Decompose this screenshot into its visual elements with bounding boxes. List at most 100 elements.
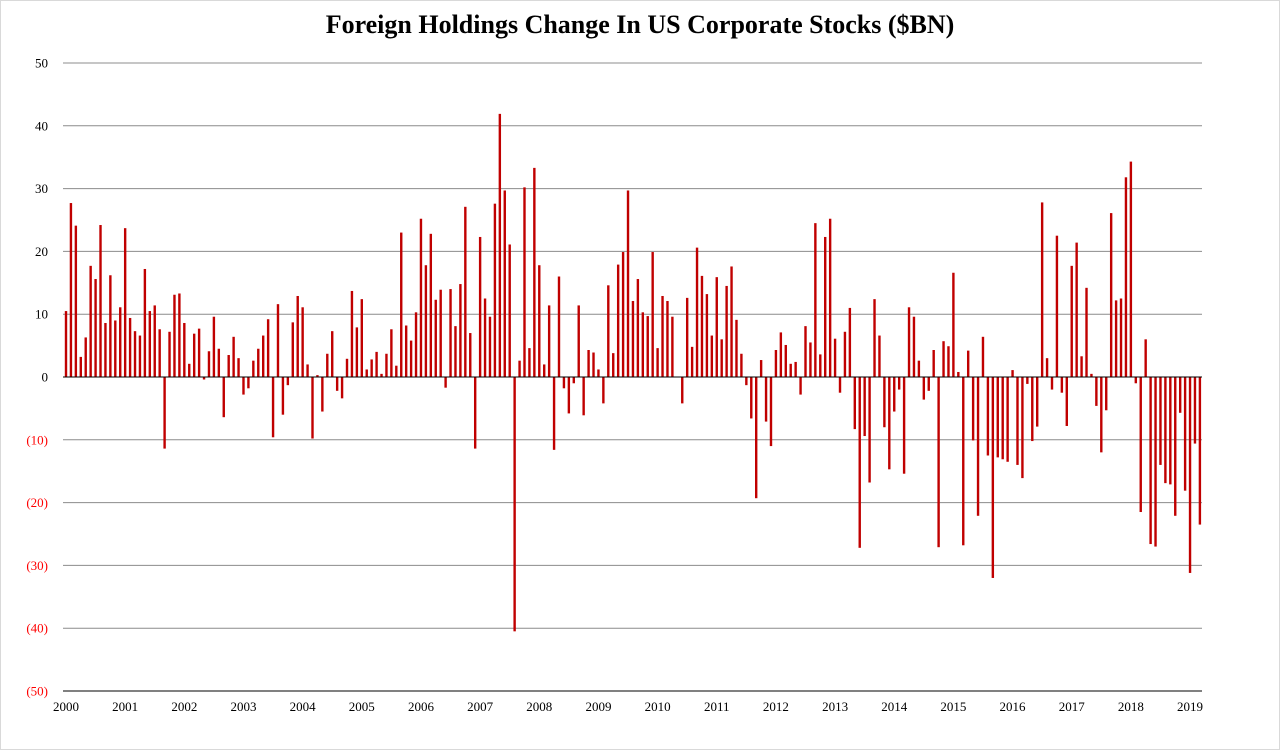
bar (296, 295, 299, 377)
bar (469, 333, 472, 377)
bar (779, 332, 783, 377)
bar (1129, 161, 1133, 377)
bar (1031, 377, 1034, 442)
bar (824, 236, 827, 377)
bar (616, 264, 620, 377)
y-tick-label: (50) (26, 684, 48, 699)
bar (395, 365, 398, 377)
bar (188, 363, 191, 377)
bar (153, 305, 156, 377)
bar (355, 327, 359, 377)
bar (917, 360, 921, 377)
bar (991, 377, 995, 578)
bar (1105, 377, 1108, 411)
bar (1114, 300, 1118, 377)
bar (404, 325, 408, 377)
y-tick-label: 30 (35, 181, 48, 196)
bar (1144, 339, 1147, 377)
x-tick-label: 2004 (290, 699, 317, 714)
bar (183, 322, 186, 377)
bar (592, 352, 595, 377)
bar (710, 335, 714, 377)
bar (508, 244, 511, 377)
bar (1090, 373, 1093, 377)
bar (552, 377, 556, 450)
bar (232, 336, 235, 377)
x-tick-label: 2011 (704, 699, 730, 714)
x-tick-label: 2017 (1059, 699, 1086, 714)
bar (1095, 377, 1098, 406)
bar (878, 335, 881, 377)
bar (1075, 242, 1078, 377)
bar (922, 377, 926, 400)
y-tick-label: 20 (35, 244, 48, 259)
bar (271, 377, 275, 438)
bar (582, 377, 585, 416)
bar (237, 358, 240, 377)
bar (927, 377, 930, 391)
bar (962, 377, 965, 546)
bar (1174, 377, 1177, 516)
bar (385, 353, 388, 377)
bar (493, 203, 497, 377)
x-tick-label: 2007 (467, 699, 494, 714)
bar (626, 190, 630, 377)
bar (252, 360, 255, 377)
bar (750, 377, 753, 419)
bar (321, 377, 324, 412)
bar (281, 377, 285, 415)
bar (730, 266, 733, 377)
bar (1011, 370, 1014, 377)
bar (755, 377, 758, 499)
bar (1100, 377, 1103, 453)
bar (981, 336, 985, 377)
bar (873, 299, 876, 377)
bar (631, 301, 635, 377)
bar (794, 361, 797, 377)
bar (681, 377, 684, 404)
bar (439, 289, 442, 377)
bar (390, 329, 393, 377)
bar (621, 252, 625, 377)
bar (897, 377, 901, 390)
bar (848, 307, 852, 377)
x-tick-labels: 2000 2001 2002 2003 2004 2005 2006 2007 2008 2009… (53, 699, 1203, 714)
bar (636, 279, 640, 377)
bar (838, 377, 842, 393)
bar (419, 218, 423, 377)
bar (503, 190, 506, 377)
bar (64, 311, 68, 377)
bar (1006, 377, 1009, 462)
bar (661, 295, 664, 377)
bar (1070, 265, 1073, 377)
y-tick-label: 50 (35, 56, 48, 71)
bar (1183, 377, 1187, 491)
bar (547, 305, 551, 377)
x-tick-label: 2018 (1118, 699, 1144, 714)
bar (370, 359, 373, 377)
bar (533, 167, 536, 377)
bar (587, 350, 590, 377)
x-tick-label: 2002 (171, 699, 197, 714)
bar (819, 354, 822, 377)
bar (1124, 177, 1128, 377)
bar (572, 377, 575, 384)
bar (912, 316, 916, 377)
bar (498, 113, 502, 378)
y-tick-labels: 50 40 30 20 10 0 (10) (20) (30) (40) (50) (26, 56, 48, 699)
bar (197, 328, 201, 377)
bar (173, 294, 176, 377)
bar (222, 377, 225, 418)
bar (557, 276, 561, 377)
bar (266, 319, 270, 377)
bar (725, 285, 728, 377)
bar (158, 329, 161, 377)
bar (804, 326, 807, 377)
bar (538, 265, 541, 377)
x-tick-label: 2012 (763, 699, 789, 714)
bar (434, 299, 437, 377)
bar (769, 377, 773, 447)
bar (947, 346, 950, 377)
bars (64, 113, 1202, 632)
bar (1021, 377, 1024, 479)
